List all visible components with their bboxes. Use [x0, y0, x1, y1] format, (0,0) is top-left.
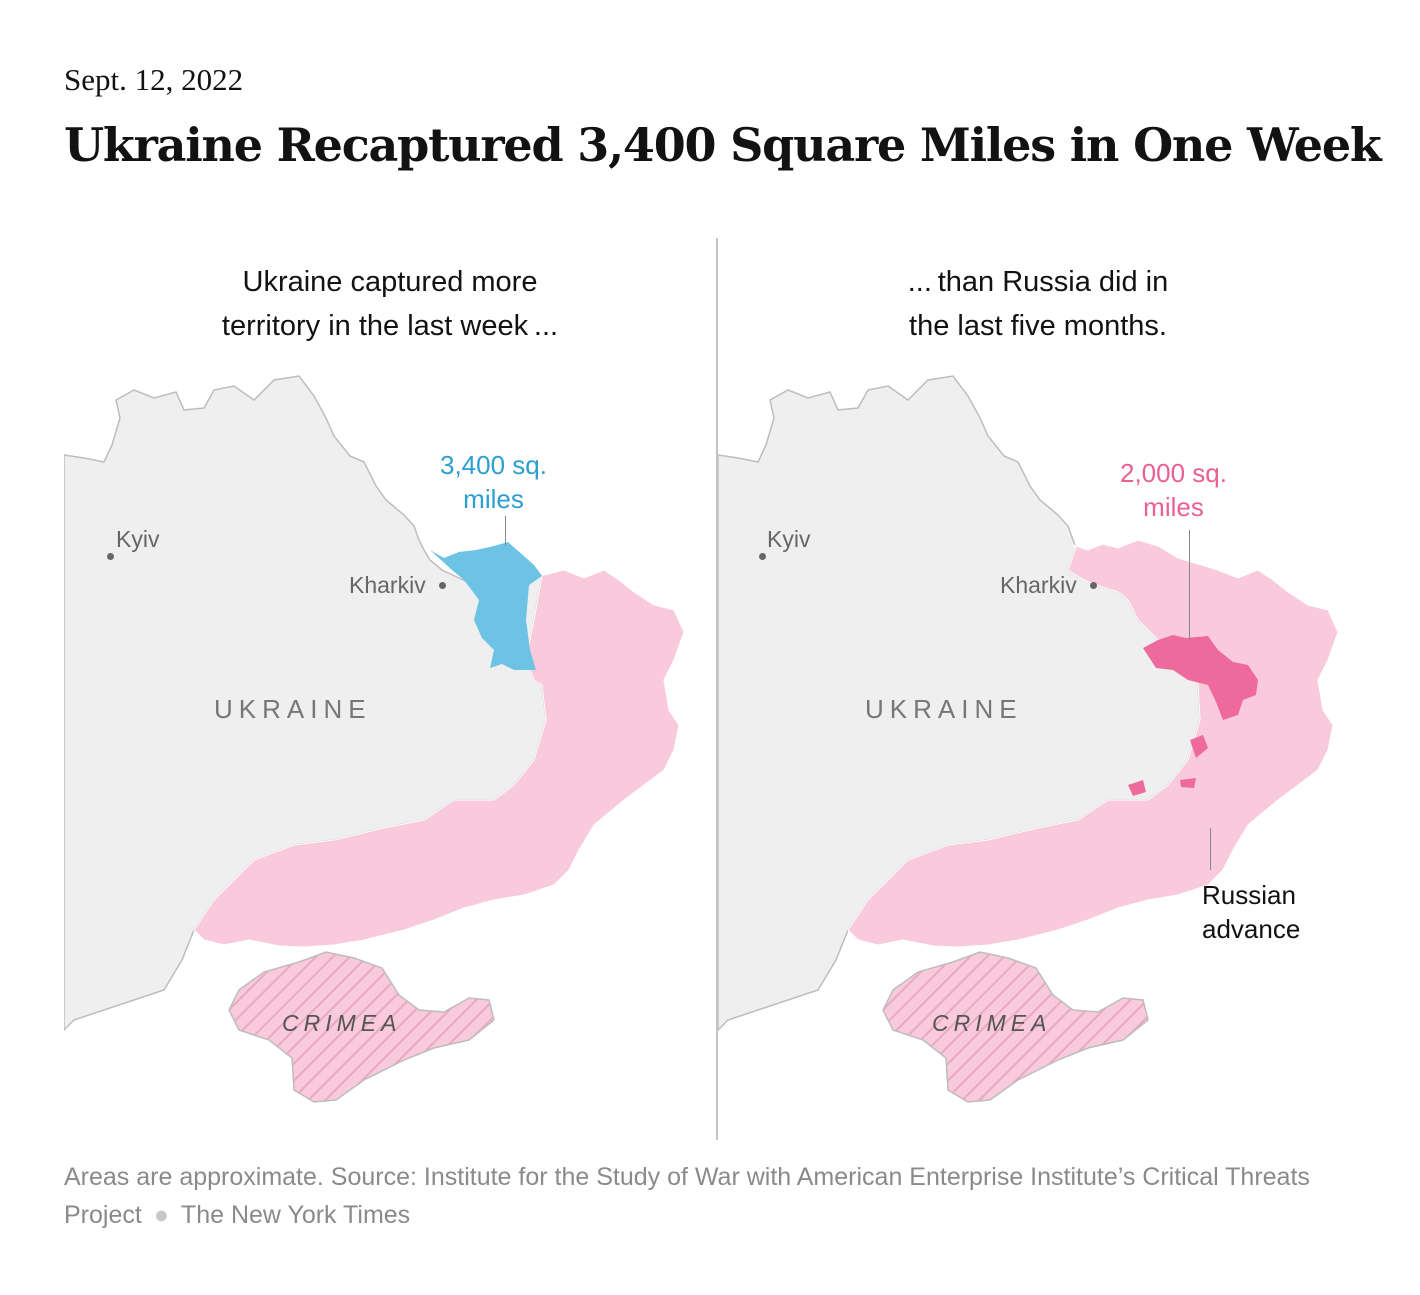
left-map — [64, 375, 685, 1103]
recaptured-callout-line-2: miles — [463, 484, 524, 514]
left-panel-title: Ukraine captured more territory in the l… — [64, 260, 716, 348]
recaptured-area-callout: 3,400 sq. miles — [440, 448, 547, 516]
advance-callout-leader — [1189, 530, 1190, 640]
kyiv-marker — [107, 553, 114, 560]
kyiv-label: Kyiv — [767, 526, 811, 552]
advance-label-line-2: advance — [1202, 914, 1301, 944]
crimea-territory — [228, 951, 495, 1103]
kyiv-marker — [759, 553, 766, 560]
advance-callout-line-2: miles — [1143, 492, 1204, 522]
source-footer: Areas are approximate. Source: Institute… — [64, 1158, 1344, 1234]
ukraine-recaptured-area — [430, 542, 542, 670]
russian-advance-area — [1128, 780, 1146, 796]
right-title-line-1: ... than Russia did in — [907, 266, 1169, 298]
crimea-territory — [882, 951, 1149, 1103]
separator-dot-icon: ● — [153, 1201, 169, 1229]
panel-divider — [716, 238, 718, 1140]
russian-advance-area — [1143, 635, 1258, 720]
right-map-panel: ... than Russia did in the last five mon… — [718, 240, 1358, 1140]
russian-advance-leader — [1210, 828, 1211, 870]
ukraine-country-label: UKRAINE — [214, 694, 372, 724]
credit: The New York Times — [180, 1201, 411, 1229]
kharkiv-marker — [1090, 582, 1097, 589]
advance-callout-line-1: 2,000 sq. — [1120, 458, 1227, 488]
kharkiv-label: Kharkiv — [1000, 572, 1077, 598]
russian-advance-area — [1180, 778, 1196, 788]
headline: Ukraine Recaptured 3,400 Square Miles in… — [64, 118, 1382, 172]
left-title-line-1: Ukraine captured more — [242, 266, 538, 298]
dateline: Sept. 12, 2022 — [64, 62, 244, 97]
russian-advance-label: Russian advance — [1202, 878, 1300, 946]
right-map — [718, 375, 1339, 1103]
crimea-label: CRIMEA — [282, 1010, 402, 1036]
russian-advance-area — [1190, 735, 1208, 758]
left-title-line-2: territory in the last week ... — [221, 310, 559, 342]
russian-controlled-territory — [193, 569, 685, 948]
right-panel-title: ... than Russia did in the last five mon… — [718, 260, 1358, 348]
advance-label-line-1: Russian — [1202, 880, 1296, 910]
kharkiv-label: Kharkiv — [349, 572, 426, 598]
recaptured-callout-line-1: 3,400 sq. — [440, 450, 547, 480]
russian-controlled-territory — [847, 539, 1339, 948]
ukraine-country-label: UKRAINE — [865, 694, 1023, 724]
source-note: Areas are approximate. Source: Institute… — [64, 1163, 1310, 1229]
right-title-line-2: the last five months. — [909, 310, 1167, 342]
russian-advance-area-callout: 2,000 sq. miles — [1120, 456, 1227, 524]
crimea-label: CRIMEA — [932, 1010, 1052, 1036]
kharkiv-marker — [439, 582, 446, 589]
left-map-panel: Ukraine captured more territory in the l… — [64, 240, 716, 1140]
kyiv-label: Kyiv — [116, 526, 160, 552]
recaptured-callout-leader — [505, 516, 506, 546]
